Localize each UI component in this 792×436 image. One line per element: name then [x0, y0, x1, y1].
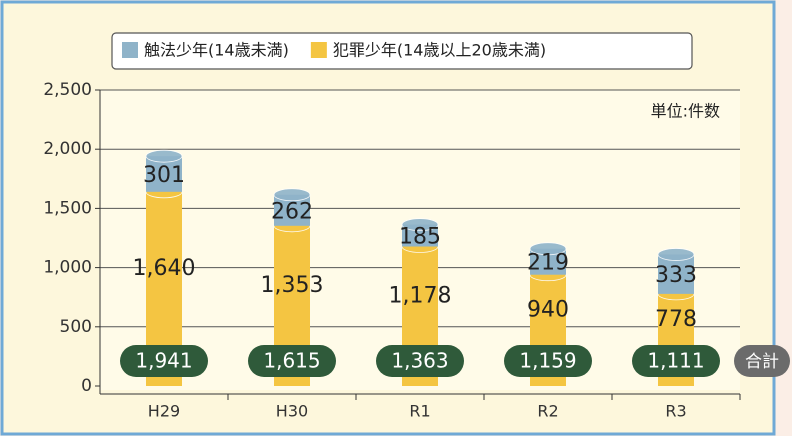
y-tick-label: 1,500	[43, 198, 92, 218]
value-label: 778	[655, 307, 697, 332]
total-label: 1,615	[263, 349, 320, 373]
value-label: 301	[143, 163, 185, 188]
x-tick-label: R3	[665, 402, 686, 421]
legend-label: 犯罪少年(14歳以上20歳未満)	[333, 41, 546, 60]
x-tick-label: R1	[409, 402, 430, 421]
value-label: 219	[527, 251, 569, 276]
value-label: 940	[527, 297, 569, 322]
legend-label: 触法少年(14歳未満)	[144, 41, 289, 60]
y-tick-label: 1,000	[43, 258, 92, 278]
value-label: 1,353	[261, 273, 324, 298]
cylinder-top	[658, 248, 694, 260]
y-tick-label: 500	[60, 317, 92, 337]
x-tick-label: R2	[537, 402, 558, 421]
value-label: 333	[655, 263, 697, 288]
total-label: 1,363	[391, 349, 448, 373]
legend-swatch	[122, 42, 138, 58]
value-label: 185	[399, 225, 441, 250]
unit-label: 単位:件数	[651, 102, 720, 121]
total-caption: 合計	[745, 352, 779, 372]
value-label: 1,640	[133, 256, 196, 281]
chart: 単位:件数 0 500 1,000 1,500 2,000 2,500 触法少年(14歳未満…	[0, 0, 792, 436]
y-tick-label: 0	[81, 376, 92, 396]
y-tick-label: 2,500	[43, 80, 92, 100]
cylinder-top	[146, 150, 182, 162]
total-label: 1,159	[519, 349, 576, 373]
value-label: 1,178	[389, 283, 452, 308]
total-label: 1,111	[647, 349, 704, 373]
value-label: 262	[271, 199, 313, 224]
legend-swatch	[311, 42, 327, 58]
x-tick-label: H29	[148, 402, 180, 421]
total-label: 1,941	[135, 349, 192, 373]
y-tick-label: 2,000	[43, 139, 92, 159]
x-tick-label: H30	[276, 402, 308, 421]
